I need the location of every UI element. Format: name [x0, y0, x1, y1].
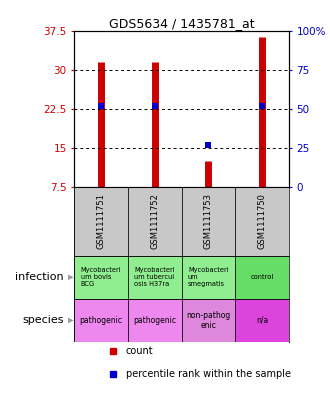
Text: Mycobacteri
um
smegmatis: Mycobacteri um smegmatis — [188, 267, 229, 287]
Bar — [235, 187, 289, 256]
Text: pathogenic: pathogenic — [133, 316, 176, 325]
Text: infection: infection — [15, 272, 63, 282]
Text: Mycobacteri
um tubercul
osis H37ra: Mycobacteri um tubercul osis H37ra — [134, 267, 175, 287]
Bar — [128, 187, 182, 256]
Text: n/a: n/a — [256, 316, 268, 325]
Bar — [182, 256, 235, 299]
Text: species: species — [22, 316, 63, 325]
Text: GSM1111752: GSM1111752 — [150, 193, 159, 249]
Text: Mycobacteri
um bovis
BCG: Mycobacteri um bovis BCG — [81, 267, 121, 287]
Bar — [74, 187, 128, 256]
Text: GSM1111750: GSM1111750 — [257, 193, 266, 249]
Text: non-pathog
enic: non-pathog enic — [186, 311, 230, 330]
Text: GSM1111753: GSM1111753 — [204, 193, 213, 249]
Title: GDS5634 / 1435781_at: GDS5634 / 1435781_at — [109, 17, 254, 30]
Text: percentile rank within the sample: percentile rank within the sample — [126, 369, 291, 379]
Bar — [235, 299, 289, 342]
Bar — [235, 256, 289, 299]
Bar — [128, 256, 182, 299]
Text: control: control — [250, 274, 274, 280]
Bar — [182, 187, 235, 256]
Text: count: count — [126, 347, 153, 356]
Bar — [74, 299, 128, 342]
Bar — [128, 299, 182, 342]
Text: pathogenic: pathogenic — [80, 316, 122, 325]
Bar — [74, 256, 128, 299]
Text: GSM1111751: GSM1111751 — [97, 193, 106, 249]
Bar — [182, 299, 235, 342]
